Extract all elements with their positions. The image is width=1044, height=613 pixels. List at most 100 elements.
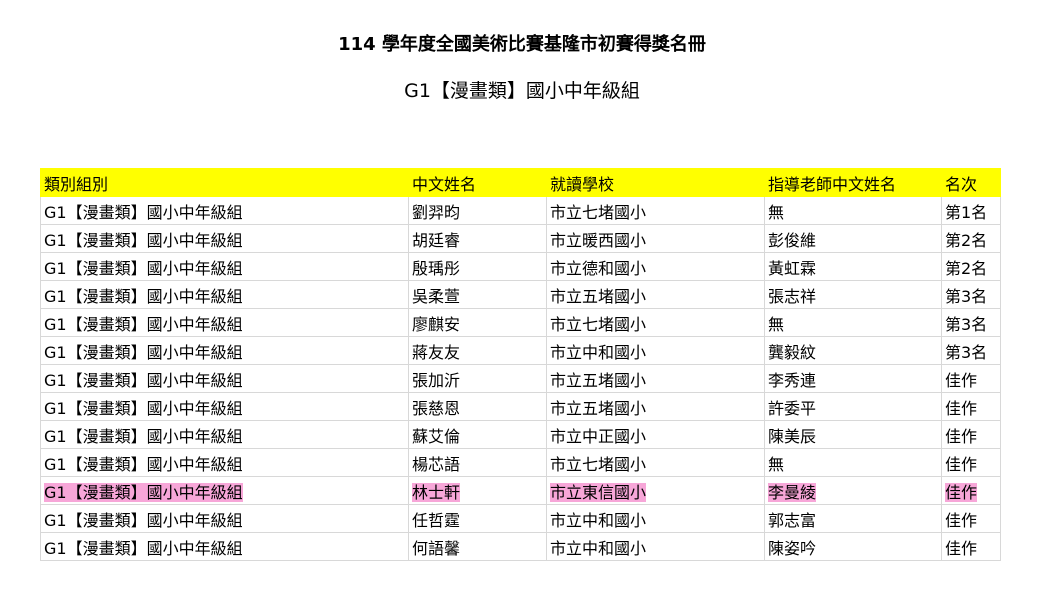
cell-school: 市立中和國小 [546,504,765,533]
cell-text: 市立東信國小 [550,482,647,502]
cell-text: G1【漫畫類】國小中年級組 [44,482,243,502]
cell-student-name: 吳柔萱 [408,280,547,309]
cell-text: 第3名 [945,342,988,362]
cell-student-name: 張慈恩 [408,392,547,421]
cell-student-name: 殷瑀彤 [408,252,547,281]
cell-category: G1【漫畫類】國小中年級組 [40,532,409,561]
cell-teacher-name: 李曼綾 [764,476,942,505]
cell-school: 市立東信國小 [546,476,765,505]
cell-text: 市立七堵國小 [550,202,647,222]
cell-category: G1【漫畫類】國小中年級組 [40,448,409,477]
cell-teacher-name: 郭志富 [764,504,942,533]
cell-text: 張加沂 [412,370,461,390]
cell-text: 佳作 [945,454,978,474]
cell-student-name: 楊芯語 [408,448,547,477]
cell-category: G1【漫畫類】國小中年級組 [40,476,409,505]
cell-text: 佳作 [945,398,978,418]
cell-text: 任哲霆 [412,510,461,530]
cell-text: 林士軒 [412,482,461,502]
cell-school: 市立暖西國小 [546,224,765,253]
table-row: G1【漫畫類】國小中年級組 何語馨 市立中和國小 陳姿吟 佳作 [40,532,1001,561]
cell-text: 第1名 [945,202,988,222]
cell-text: 市立中和國小 [550,538,647,558]
cell-text: 陳姿吟 [768,538,817,558]
cell-school: 市立七堵國小 [546,308,765,337]
cell-text: 蘇艾倫 [412,426,461,446]
cell-text: 市立五堵國小 [550,370,647,390]
header-student-name: 中文姓名 [408,168,547,197]
cell-text: 第3名 [945,286,988,306]
cell-category: G1【漫畫類】國小中年級組 [40,392,409,421]
cell-text: 胡廷睿 [412,230,461,250]
cell-rank: 第2名 [941,252,1001,281]
table-row: G1【漫畫類】國小中年級組 劉羿昀 市立七堵國小 無 第1名 [40,196,1001,225]
cell-school: 市立中和國小 [546,336,765,365]
cell-text: G1【漫畫類】國小中年級組 [44,230,243,250]
cell-text: 市立暖西國小 [550,230,647,250]
cell-text: 市立中和國小 [550,342,647,362]
cell-text: 陳美辰 [768,426,817,446]
table-row: G1【漫畫類】國小中年級組 任哲霆 市立中和國小 郭志富 佳作 [40,504,1001,533]
cell-rank: 第2名 [941,224,1001,253]
cell-teacher-name: 許委平 [764,392,942,421]
cell-school: 市立五堵國小 [546,392,765,421]
cell-text: G1【漫畫類】國小中年級組 [44,510,243,530]
cell-school: 市立五堵國小 [546,280,765,309]
cell-text: G1【漫畫類】國小中年級組 [44,258,243,278]
cell-teacher-name: 無 [764,308,942,337]
awards-table: 類別組別 中文姓名 就讀學校 指導老師中文姓名 名次 G1【漫畫類】國小中年級組 劉羿昀市… [40,168,1001,561]
cell-text: G1【漫畫類】國小中年級組 [44,398,243,418]
table-row: G1【漫畫類】國小中年級組 蔣友友 市立中和國小 龔毅紋 第3名 [40,336,1001,365]
cell-text: 吳柔萱 [412,286,461,306]
cell-text: 市立五堵國小 [550,286,647,306]
cell-rank: 佳作 [941,448,1001,477]
cell-text: 何語馨 [412,538,461,558]
cell-text: 佳作 [945,538,978,558]
cell-text: 殷瑀彤 [412,258,461,278]
cell-rank: 佳作 [941,532,1001,561]
cell-text: 第2名 [945,230,988,250]
table-row: G1【漫畫類】國小中年級組 楊芯語 市立七堵國小 無 佳作 [40,448,1001,477]
cell-rank: 佳作 [941,420,1001,449]
cell-text: 彭俊維 [768,230,817,250]
cell-school: 市立中和國小 [546,532,765,561]
cell-text: 張慈恩 [412,398,461,418]
cell-rank: 佳作 [941,476,1001,505]
cell-category: G1【漫畫類】國小中年級組 [40,280,409,309]
table-row: G1【漫畫類】國小中年級組 廖麒安 市立七堵國小 無 第3名 [40,308,1001,337]
cell-text: 無 [768,454,785,474]
cell-text: 市立中正國小 [550,426,647,446]
cell-school: 市立德和國小 [546,252,765,281]
cell-teacher-name: 李秀連 [764,364,942,393]
header-school: 就讀學校 [546,168,765,197]
cell-student-name: 張加沂 [408,364,547,393]
cell-text: G1【漫畫類】國小中年級組 [44,202,243,222]
cell-rank: 第1名 [941,196,1001,225]
cell-rank: 佳作 [941,364,1001,393]
cell-text: 廖麒安 [412,314,461,334]
cell-category: G1【漫畫類】國小中年級組 [40,308,409,337]
cell-text: 佳作 [945,426,978,446]
cell-text: 市立五堵國小 [550,398,647,418]
cell-text: 市立七堵國小 [550,454,647,474]
header-teacher-name: 指導老師中文姓名 [764,168,942,197]
cell-text: 第3名 [945,314,988,334]
cell-rank: 第3名 [941,308,1001,337]
cell-rank: 第3名 [941,336,1001,365]
cell-text: 郭志富 [768,510,817,530]
cell-text: 市立七堵國小 [550,314,647,334]
cell-rank: 佳作 [941,504,1001,533]
cell-student-name: 蔣友友 [408,336,547,365]
cell-teacher-name: 無 [764,448,942,477]
cell-student-name: 何語馨 [408,532,547,561]
cell-teacher-name: 張志祥 [764,280,942,309]
cell-text: 李秀連 [768,370,817,390]
cell-student-name: 任哲霆 [408,504,547,533]
cell-student-name: 蘇艾倫 [408,420,547,449]
cell-text: G1【漫畫類】國小中年級組 [44,426,243,446]
cell-text: 許委平 [768,398,817,418]
cell-text: G1【漫畫類】國小中年級組 [44,286,243,306]
cell-student-name: 林士軒 [408,476,547,505]
cell-rank: 第3名 [941,280,1001,309]
page-title: 114 學年度全國美術比賽基隆市初賽得獎名冊 [338,34,706,55]
